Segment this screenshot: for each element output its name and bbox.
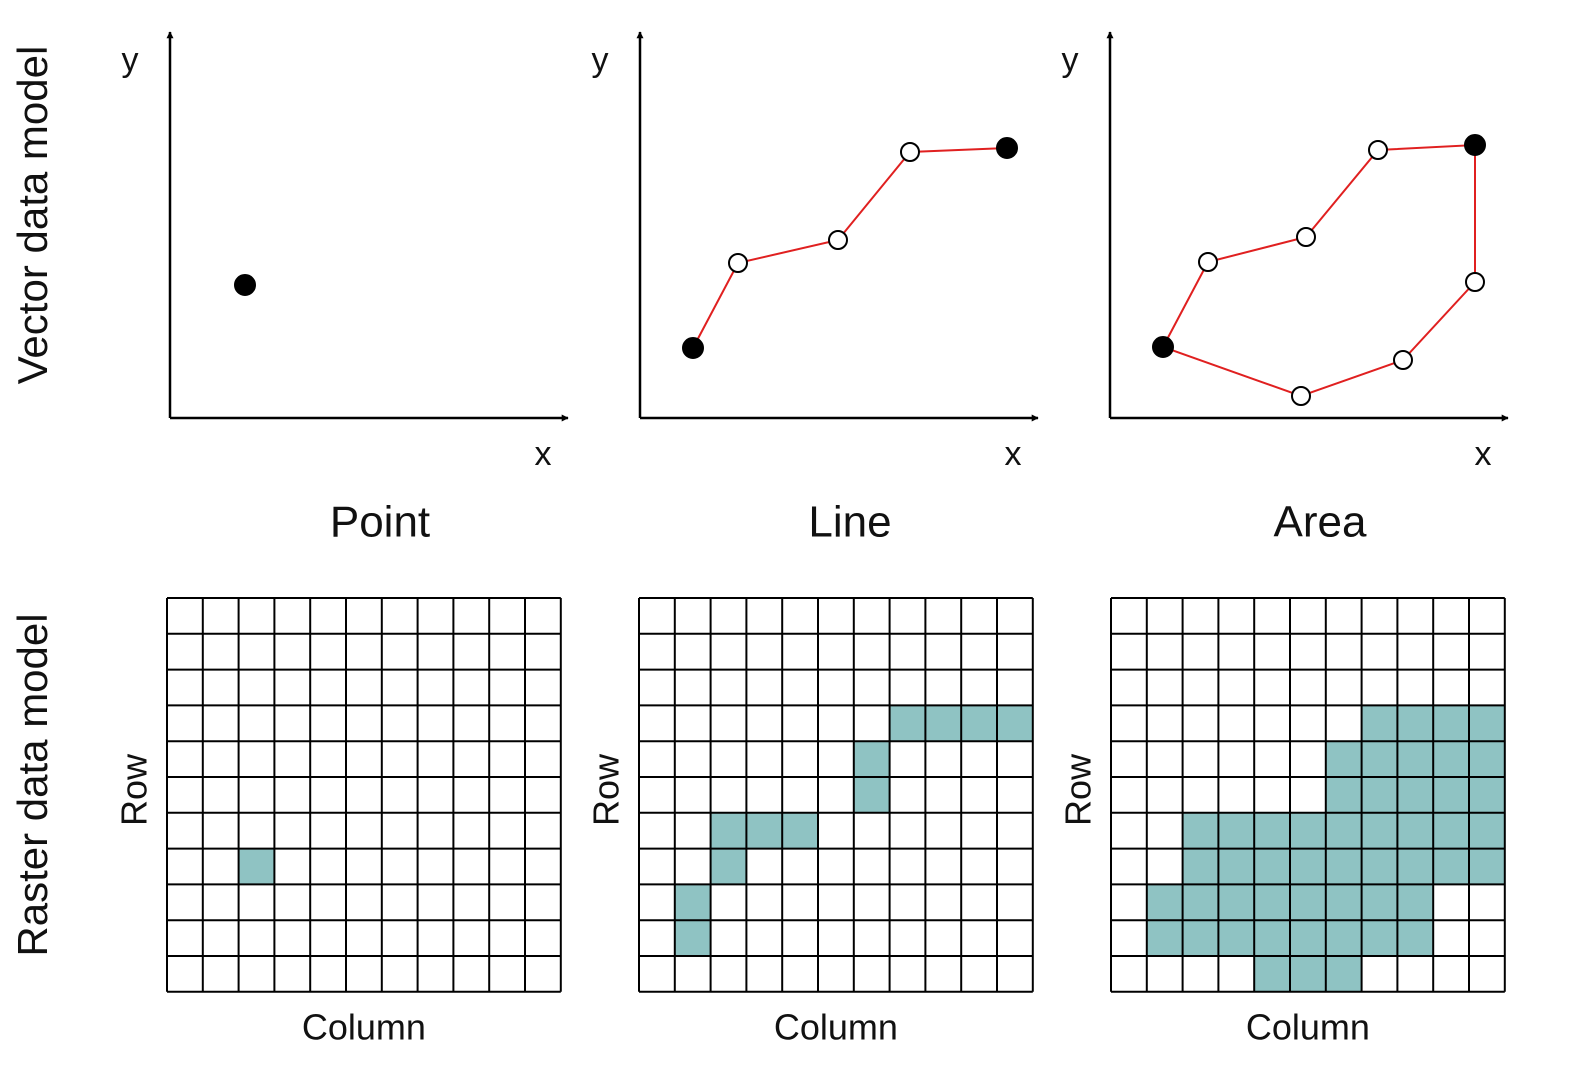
vertex bbox=[1198, 252, 1218, 272]
raster-cell bbox=[853, 777, 890, 813]
y-axis-label: y bbox=[1062, 41, 1079, 79]
panel-title: Area bbox=[1274, 498, 1367, 547]
raster-cell bbox=[1325, 956, 1362, 992]
raster-cell bbox=[1361, 812, 1398, 849]
raster-cell bbox=[1218, 884, 1255, 921]
raster-cell bbox=[1469, 848, 1505, 885]
raster-cell bbox=[1433, 705, 1469, 742]
raster-cell bbox=[853, 741, 890, 777]
raster-cell bbox=[1182, 920, 1219, 956]
raster-cell bbox=[1325, 741, 1362, 777]
raster-cell bbox=[1325, 777, 1362, 813]
raster-cell bbox=[1290, 812, 1326, 849]
raster-cell bbox=[782, 812, 818, 849]
raster-cell bbox=[1361, 884, 1398, 921]
raster-cell bbox=[1469, 777, 1505, 813]
column-axis-label: Column bbox=[1246, 1007, 1370, 1048]
raster-cell bbox=[1397, 848, 1434, 885]
vertex bbox=[1465, 272, 1485, 292]
raster-cell bbox=[1397, 777, 1434, 813]
raster-cell bbox=[710, 848, 747, 885]
y-axis-label: y bbox=[122, 41, 139, 79]
raster-cell bbox=[1325, 812, 1362, 849]
raster-cell bbox=[1433, 812, 1469, 849]
raster-cell bbox=[746, 812, 783, 849]
raster-cell bbox=[1397, 812, 1434, 849]
raster-cell bbox=[1146, 920, 1183, 956]
raster-cell bbox=[1361, 705, 1398, 742]
raster-cell bbox=[1254, 848, 1290, 885]
raster-cell bbox=[925, 705, 962, 742]
raster-cell bbox=[1397, 741, 1434, 777]
raster-cell bbox=[1146, 884, 1183, 921]
row-label: Raster data model bbox=[9, 613, 56, 956]
node-end bbox=[682, 337, 704, 359]
raster-cell bbox=[1290, 920, 1326, 956]
node-end bbox=[1152, 336, 1174, 358]
raster-cell bbox=[1254, 884, 1290, 921]
vertex bbox=[828, 230, 848, 250]
raster-cell bbox=[1361, 920, 1398, 956]
raster-cell bbox=[1325, 848, 1362, 885]
vertex bbox=[728, 253, 748, 273]
vertex bbox=[1393, 350, 1413, 370]
raster-cell bbox=[889, 705, 926, 742]
vertex bbox=[1296, 227, 1316, 247]
raster-cell bbox=[1433, 741, 1469, 777]
raster-cell bbox=[1433, 848, 1469, 885]
node-end bbox=[996, 137, 1018, 159]
raster-cell bbox=[1290, 848, 1326, 885]
raster-cell bbox=[1182, 884, 1219, 921]
raster-cell bbox=[1218, 848, 1255, 885]
feature-line bbox=[692, 147, 1008, 349]
raster-cell bbox=[238, 848, 275, 885]
raster-cell bbox=[1433, 777, 1469, 813]
raster-cell bbox=[1397, 705, 1434, 742]
raster-cell bbox=[1469, 705, 1505, 742]
node-end bbox=[1464, 134, 1486, 156]
raster-cell bbox=[1182, 848, 1219, 885]
raster-cell bbox=[1290, 884, 1326, 921]
row-axis-label: Row bbox=[586, 753, 627, 826]
x-axis-label: x bbox=[1005, 435, 1022, 473]
raster-cell bbox=[1254, 920, 1290, 956]
raster-cell bbox=[1397, 920, 1434, 956]
raster-cell bbox=[1397, 884, 1434, 921]
raster-cell bbox=[674, 920, 711, 956]
column-axis-label: Column bbox=[774, 1007, 898, 1048]
raster-cell bbox=[1218, 812, 1255, 849]
raster-cell bbox=[1325, 884, 1362, 921]
row-label: Vector data model bbox=[9, 46, 56, 385]
raster-cell bbox=[674, 884, 711, 921]
raster-cell bbox=[1361, 777, 1398, 813]
row-axis-label: Row bbox=[114, 753, 155, 826]
x-axis-label: x bbox=[535, 435, 552, 473]
raster-cell bbox=[710, 812, 747, 849]
raster-cell bbox=[1469, 812, 1505, 849]
panel-title: Point bbox=[330, 498, 430, 547]
raster-cell bbox=[1325, 920, 1362, 956]
raster-cell bbox=[1254, 956, 1290, 992]
raster-cell bbox=[1254, 812, 1290, 849]
raster-cell bbox=[1361, 848, 1398, 885]
vertex bbox=[900, 142, 920, 162]
raster-cell bbox=[1290, 956, 1326, 992]
node-end bbox=[234, 274, 256, 296]
raster-cell bbox=[961, 705, 997, 742]
column-axis-label: Column bbox=[302, 1007, 426, 1048]
raster-cell bbox=[1182, 812, 1219, 849]
vertex bbox=[1291, 386, 1311, 406]
x-axis-label: x bbox=[1475, 435, 1492, 473]
raster-cell bbox=[1218, 920, 1255, 956]
row-axis-label: Row bbox=[1058, 753, 1099, 826]
raster-cell bbox=[997, 705, 1033, 742]
y-axis-label: y bbox=[592, 41, 609, 79]
raster-cell bbox=[1361, 741, 1398, 777]
vertex bbox=[1368, 140, 1388, 160]
panel-title: Line bbox=[808, 498, 891, 547]
raster-cell bbox=[1469, 741, 1505, 777]
